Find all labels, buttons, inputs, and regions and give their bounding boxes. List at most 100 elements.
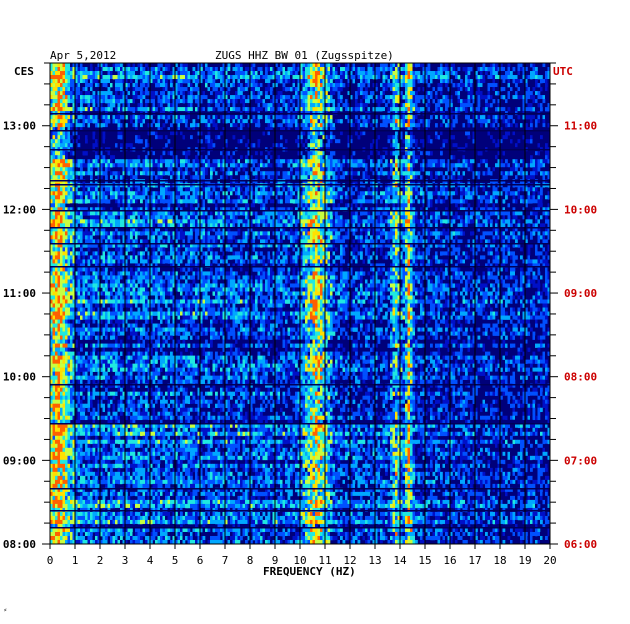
spectrogram-cell: [295, 119, 298, 124]
spectrogram-cell: [82, 127, 86, 132]
spectrogram-cell: [225, 167, 228, 172]
spectrogram-cell: [145, 151, 148, 156]
spectrogram-cell: [297, 175, 301, 180]
spectrogram-cell: [487, 127, 491, 132]
spectrogram-cell: [505, 99, 508, 104]
spectrogram-cell: [117, 159, 121, 164]
spectrogram-cell: [515, 171, 518, 176]
spectrogram-cell: [255, 167, 258, 172]
spectrogram-cell: [375, 115, 378, 120]
spectrogram-cell: [90, 167, 93, 172]
spectrogram-cell: [177, 187, 181, 192]
spectrogram-cell: [352, 127, 356, 132]
spectrogram-cell: [407, 115, 411, 120]
spectrogram-cell: [55, 175, 58, 180]
spectrogram-cell: [235, 139, 238, 144]
spectrogram-cell: [355, 131, 358, 136]
spectrogram-cell: [537, 131, 541, 136]
spectrogram-cell: [300, 163, 303, 168]
spectrogram-cell: [85, 67, 88, 72]
spectrogram-cell: [230, 83, 233, 88]
spectrogram-cell: [405, 131, 408, 136]
spectrogram-cell: [202, 163, 206, 168]
spectrogram-cell: [495, 127, 498, 132]
spectrogram-cell: [357, 171, 361, 176]
spectrogram-cell: [332, 95, 336, 100]
spectrogram-cell: [90, 119, 93, 124]
spectrogram-cell: [112, 71, 116, 76]
spectrogram-cell: [187, 175, 191, 180]
spectrogram-cell: [172, 99, 176, 104]
spectrogram-cell: [372, 167, 376, 172]
spectrogram-cell: [442, 143, 446, 148]
spectrogram-cell: [495, 91, 498, 96]
spectrogram-cell: [525, 143, 528, 148]
spectrogram-cell: [332, 163, 336, 168]
spectrogram-cell: [150, 163, 153, 168]
spectrogram-cell: [455, 115, 458, 120]
spectrogram-cell: [380, 95, 383, 100]
spectrogram-cell: [440, 79, 443, 84]
spectrogram-cell: [102, 171, 106, 176]
spectrogram-cell: [192, 71, 196, 76]
spectrogram-cell: [252, 95, 256, 100]
spectrogram-cell: [277, 75, 281, 80]
spectrogram-cell: [225, 67, 228, 72]
spectrogram-cell: [462, 119, 466, 124]
spectrogram-cell: [447, 155, 451, 160]
spectrogram-cell: [407, 159, 411, 164]
spectrogram-cell: [485, 119, 488, 124]
spectrogram-cell: [407, 135, 411, 140]
spectrogram-cell: [440, 151, 443, 156]
spectrogram-cell: [117, 63, 121, 68]
spectrogram-cell: [445, 91, 448, 96]
spectrogram-cell: [340, 135, 343, 140]
spectrogram-cell: [260, 99, 263, 104]
spectrogram-cell: [322, 131, 326, 136]
spectrogram-cell: [77, 91, 81, 96]
spectrogram-cell: [305, 139, 308, 144]
spectrogram-cell: [392, 83, 396, 88]
spectrogram-cell: [122, 79, 126, 84]
spectrogram-cell: [110, 143, 113, 148]
spectrogram-cell: [60, 63, 63, 68]
spectrogram-cell: [215, 87, 218, 92]
spectrogram-cell: [512, 103, 516, 108]
spectrogram-cell: [65, 139, 68, 144]
spectrogram-cell: [92, 63, 96, 68]
spectrogram-cell: [392, 163, 396, 168]
spectrogram-cell: [85, 171, 88, 176]
spectrogram-cell: [442, 87, 446, 92]
spectrogram-cell: [140, 163, 143, 168]
spectrogram-cell: [307, 67, 311, 72]
spectrogram-cell: [240, 83, 243, 88]
spectrogram-cell: [300, 167, 303, 172]
spectrogram-cell: [227, 127, 231, 132]
spectrogram-cell: [197, 107, 201, 112]
spectrogram-cell: [342, 135, 346, 140]
spectrogram-cell: [277, 151, 281, 156]
spectrogram-cell: [270, 159, 273, 164]
spectrogram-cell: [520, 99, 523, 104]
spectrogram-cell: [257, 163, 261, 168]
spectrogram-cell: [485, 75, 488, 80]
spectrogram-cell: [342, 163, 346, 168]
spectrogram-cell: [497, 167, 501, 172]
spectrogram-cell: [105, 139, 108, 144]
spectrogram-cell: [220, 131, 223, 136]
spectrogram-cell: [400, 171, 403, 176]
spectrogram-cell: [480, 67, 483, 72]
spectrogram-cell: [205, 163, 208, 168]
spectrogram-cell: [275, 95, 278, 100]
spectrogram-cell: [107, 187, 111, 192]
spectrogram-cell: [200, 75, 203, 80]
spectrogram-cell: [122, 131, 126, 136]
spectrogram-cell: [242, 103, 246, 108]
spectrogram-cell: [235, 107, 238, 112]
spectrogram-cell: [360, 83, 363, 88]
spectrogram-cell: [322, 175, 326, 180]
spectrogram-cell: [142, 155, 146, 160]
spectrogram-cell: [392, 143, 396, 148]
spectrogram-cell: [117, 135, 121, 140]
spectrogram-cell: [382, 163, 386, 168]
